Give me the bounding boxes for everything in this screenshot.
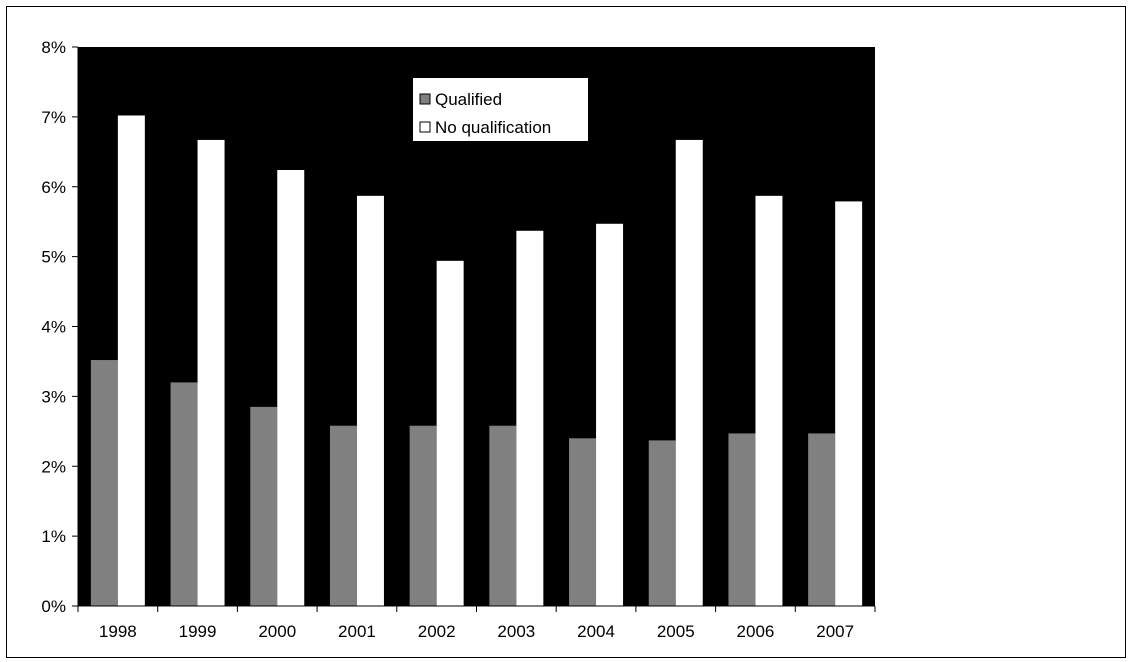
axes-group: 0% 1% 2% 3% 4% 5% 6% 7% 8% 1998 1999 2000 2001 2002 20…	[41, 38, 876, 641]
bar-qualified-2000	[250, 406, 278, 606]
bar-no-qualification-2004	[596, 223, 624, 606]
y-tick-label: 0%	[41, 597, 66, 616]
bar-no-qualification-2005	[675, 139, 703, 606]
bar-no-qualification-2001	[356, 195, 384, 606]
y-tick-label: 3%	[41, 387, 66, 406]
y-tick-label: 4%	[41, 318, 66, 337]
bar-qualified-2006	[728, 433, 756, 606]
bar-no-qualification-2000	[277, 169, 305, 607]
legend-label-qualified: Qualified	[435, 90, 502, 109]
y-tick-label: 7%	[41, 108, 66, 127]
y-tick-label: 1%	[41, 527, 66, 546]
bar-qualified-2002	[409, 425, 437, 606]
x-tick-label: 2003	[497, 622, 535, 641]
x-tick-label: 2004	[577, 622, 615, 641]
legend-swatch-qualified	[419, 93, 431, 105]
bar-no-qualification-1998	[117, 115, 145, 606]
legend-box	[413, 78, 588, 141]
bar-no-qualification-2002	[436, 260, 464, 606]
bar-no-qualification-2003	[516, 230, 544, 606]
bars-group	[90, 115, 863, 607]
x-tick-label: 1998	[99, 622, 137, 641]
bar-qualified-1999	[170, 382, 198, 606]
legend-label-no-qualification: No qualification	[435, 118, 551, 137]
legend: Qualified No qualification	[413, 78, 588, 141]
y-tick-label: 2%	[41, 457, 66, 476]
bar-no-qualification-1999	[197, 139, 225, 606]
y-tick-label: 8%	[41, 38, 66, 57]
bar-qualified-2004	[569, 438, 597, 606]
x-tick-label: 1999	[179, 622, 217, 641]
legend-swatch-no-qualification	[419, 121, 431, 133]
bar-no-qualification-2007	[835, 201, 863, 607]
bar-qualified-2007	[808, 433, 836, 606]
x-tick-label: 2000	[258, 622, 296, 641]
x-tick-label: 2002	[418, 622, 456, 641]
x-tick-label: 2006	[737, 622, 775, 641]
bar-qualified-2003	[489, 425, 517, 606]
bar-qualified-2005	[648, 440, 676, 606]
bar-qualified-1998	[90, 360, 118, 606]
y-tick-label: 6%	[41, 178, 66, 197]
y-tick-label: 5%	[41, 248, 66, 267]
bar-qualified-2001	[329, 425, 357, 606]
x-tick-label: 2001	[338, 622, 376, 641]
bar-no-qualification-2006	[755, 195, 783, 606]
x-tick-label: 2007	[816, 622, 854, 641]
x-tick-label: 2005	[657, 622, 695, 641]
